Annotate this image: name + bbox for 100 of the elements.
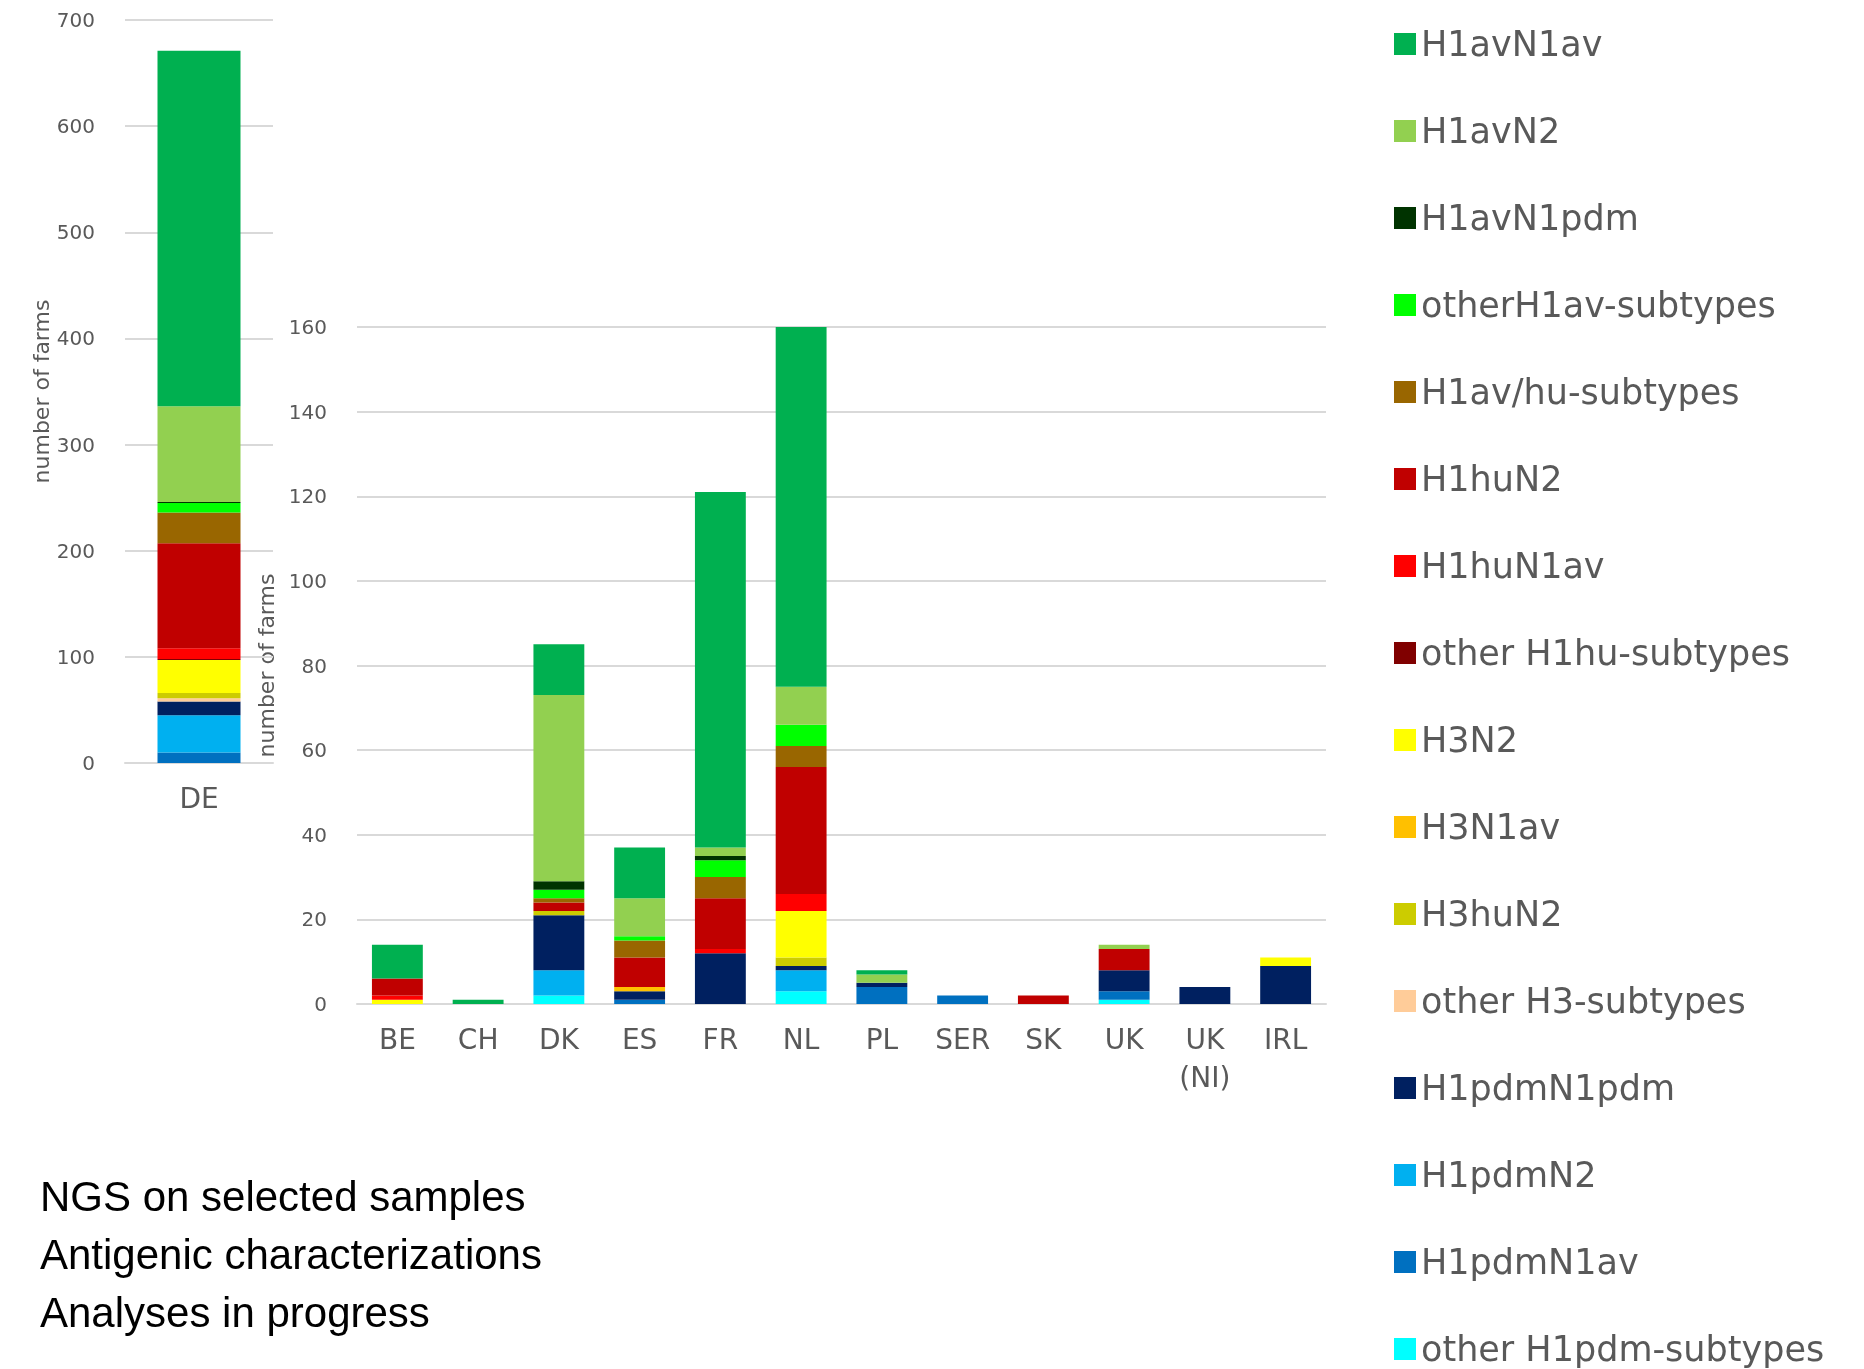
y-axis-title: number of farms [29,299,55,484]
bar [856,974,908,983]
bar [157,660,241,693]
y-tick-label: 400 [56,326,95,351]
legend-label: other H1hu-subtypes [1421,633,1791,673]
text: Antigenic characterizations [40,1230,542,1278]
y-tick-label: 20 [301,907,327,932]
x-tick-label: IRL [1263,1022,1308,1056]
x-tick-label: NL [782,1022,820,1056]
bar [1098,970,1150,992]
text: NGS on selected samples [40,1172,526,1220]
bar [533,644,585,696]
y-tick-label: 100 [56,644,95,669]
legend-label: H1avN1av [1421,24,1603,64]
bar [157,648,241,659]
bar [614,991,666,1000]
y-tick-label: 120 [288,484,327,509]
bar [1098,948,1150,971]
legend-label: H1avN2 [1421,111,1561,151]
bar [157,715,241,753]
bar [371,995,423,1000]
bar [533,695,585,882]
bar [1260,957,1312,966]
bar [533,915,585,971]
legend-label: otherH1av-subtypes [1421,285,1776,325]
bar [694,953,746,1004]
bar [614,847,666,899]
bar [157,752,241,763]
bar [775,767,827,894]
bar [775,893,827,911]
bar [775,957,827,966]
y-tick-label: 0 [314,992,327,1016]
bar [694,855,746,861]
y-tick-label: 0 [82,751,95,775]
legend-label: H3huN2 [1421,894,1563,934]
x-tick-label: FR [702,1022,739,1056]
bar [371,944,423,979]
bar [775,327,827,687]
legend-label: other H3-subtypes [1421,981,1746,1021]
y-tick-label: 700 [56,8,95,32]
y-tick-label: 40 [301,822,327,847]
bar [1098,944,1150,949]
x-tick-label: SER [935,1022,991,1056]
bar [157,543,241,649]
bar [856,987,908,1004]
legend-label: H1huN2 [1421,459,1563,499]
y-tick-label: 160 [288,315,327,339]
bar [775,686,827,725]
bar [1260,965,1312,1004]
y-tick-label: 500 [56,220,95,245]
bar [856,982,908,988]
bar [371,978,423,996]
legend-label: H3N2 [1421,720,1519,760]
bar [694,847,746,856]
bar [856,970,908,975]
bar [614,999,666,1004]
x-tick-label: UK [1104,1022,1145,1056]
bar [157,698,241,702]
bar [1017,995,1069,1004]
x-tick-label: ES [621,1022,658,1056]
bar [533,889,585,899]
bar [694,492,746,848]
bar [157,502,241,513]
y-tick-label: 60 [301,738,327,763]
bar [533,902,585,911]
x-tick-label: DK [538,1022,580,1056]
y-tick-label: 200 [56,538,95,563]
y-tick-label: 100 [288,568,327,593]
bar [157,512,241,544]
bar [533,995,585,1004]
bar [694,860,746,878]
bar [775,910,827,958]
x-tick-label: UK (NI) [1179,1022,1231,1094]
bar [614,898,666,937]
x-tick-label: CH [457,1022,499,1056]
y-tick-label: 140 [288,399,327,424]
bar [533,970,585,996]
y-tick-label: 600 [56,114,95,139]
legend-label: H1av/hu-subtypes [1421,372,1740,412]
text: Analyses in progress [40,1288,430,1336]
legend-label: other H1pdm-subtypes [1421,1329,1825,1369]
bar [157,692,241,699]
bar [157,701,241,716]
bar [533,910,585,916]
x-tick-label: BE [378,1022,416,1056]
bar [157,406,241,502]
bar [775,724,827,746]
bar [775,970,827,992]
bar [452,999,504,1004]
bar [1098,999,1150,1004]
bar [1179,987,1231,1004]
bar [614,936,666,941]
x-tick-label: DE [179,781,219,815]
bar [371,999,423,1004]
legend-label: H1huN1av [1421,546,1605,586]
legend-label: H3N1av [1421,807,1561,847]
x-tick-label: PL [865,1022,899,1056]
legend-label: H1pdmN2 [1421,1155,1597,1195]
bar [157,50,241,407]
bar [937,995,989,1004]
